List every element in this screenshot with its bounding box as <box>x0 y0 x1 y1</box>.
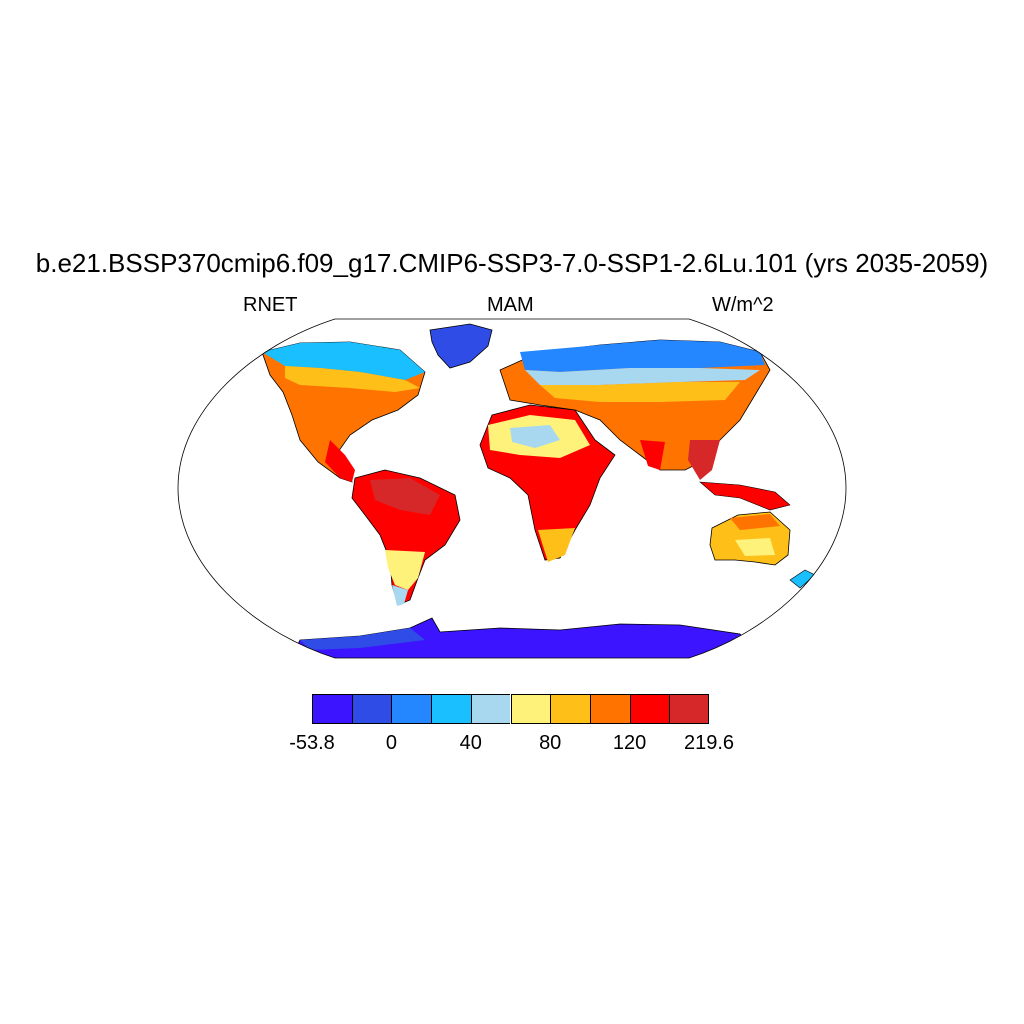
colorbar-swatch <box>550 694 590 724</box>
colorbar-label: 219.6 <box>683 732 735 754</box>
south-america-south <box>385 550 425 590</box>
colorbar-label: 120 <box>612 732 647 754</box>
indonesia <box>699 481 791 511</box>
colorbar-swatch <box>351 694 392 724</box>
south-america-core <box>370 478 440 515</box>
map-fill-layer <box>261 323 816 658</box>
colorbar-swatch <box>669 694 709 724</box>
antarctica-coast <box>300 628 425 650</box>
siberia-mid <box>525 368 760 385</box>
colorbar-swatch <box>510 694 551 724</box>
plot-title: b.e21.BSSP370cmip6.f09_g17.CMIP6-SSP3-7.… <box>35 248 989 278</box>
colorbar-label: -53.8 <box>289 732 335 754</box>
greenland <box>429 323 493 369</box>
variable-label: RNET <box>243 294 298 316</box>
central-asia <box>540 382 740 402</box>
southern-africa <box>538 528 575 562</box>
colorbar-swatch <box>629 694 670 724</box>
season-label: MAM <box>487 294 534 316</box>
colorbar-swatch <box>391 694 432 724</box>
south-america-tip <box>392 585 408 606</box>
north-america-cold <box>262 342 425 380</box>
north-america-south <box>325 440 355 482</box>
siberia <box>520 340 765 372</box>
new-zealand <box>789 569 816 589</box>
colorbar-label: 80 <box>539 732 562 754</box>
colorbar-label: 40 <box>459 732 482 754</box>
australia-interior <box>735 538 775 556</box>
australia-north <box>730 514 780 530</box>
southeast-asia <box>688 440 720 480</box>
colorbar-swatch <box>431 694 471 724</box>
india <box>640 440 665 470</box>
colorbar-swatch <box>470 694 511 724</box>
sahara-core <box>510 425 560 448</box>
map-outline <box>177 318 847 659</box>
north-america-mid <box>285 366 420 392</box>
colorbar-label: 0 <box>385 732 397 754</box>
colorbar-swatch <box>312 694 352 724</box>
units-label: W/m^2 <box>712 294 774 316</box>
colorbar-swatch <box>589 694 630 724</box>
